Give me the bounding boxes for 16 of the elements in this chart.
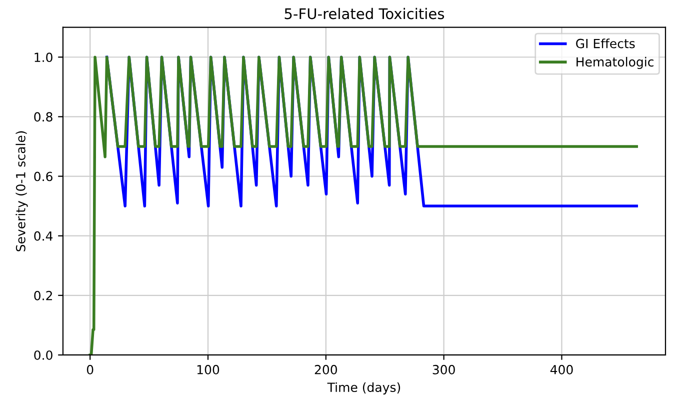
y-tick-label: 0.0 bbox=[34, 350, 52, 360]
x-tick-label: 400 bbox=[550, 364, 573, 374]
y-tick-label: 0.4 bbox=[34, 231, 53, 241]
legend-label: GI Effects bbox=[576, 38, 635, 48]
y-axis-title: Severity (0-1 scale) bbox=[16, 131, 28, 252]
x-tick-label: 0 bbox=[86, 364, 94, 374]
y-tick-label: 0.2 bbox=[34, 290, 52, 300]
y-tick-label: 0.8 bbox=[34, 112, 52, 122]
x-tick-label: 100 bbox=[197, 364, 220, 374]
x-axis-title: Time (days) bbox=[327, 382, 400, 394]
y-tick-label: 1.0 bbox=[34, 52, 52, 62]
x-tick-label: 300 bbox=[432, 364, 455, 374]
legend-label: Hematologic bbox=[576, 56, 654, 70]
chart-title: 5-FU-related Toxicities bbox=[284, 8, 444, 20]
y-tick-label: 0.6 bbox=[34, 172, 52, 182]
x-tick-label: 200 bbox=[314, 364, 338, 374]
